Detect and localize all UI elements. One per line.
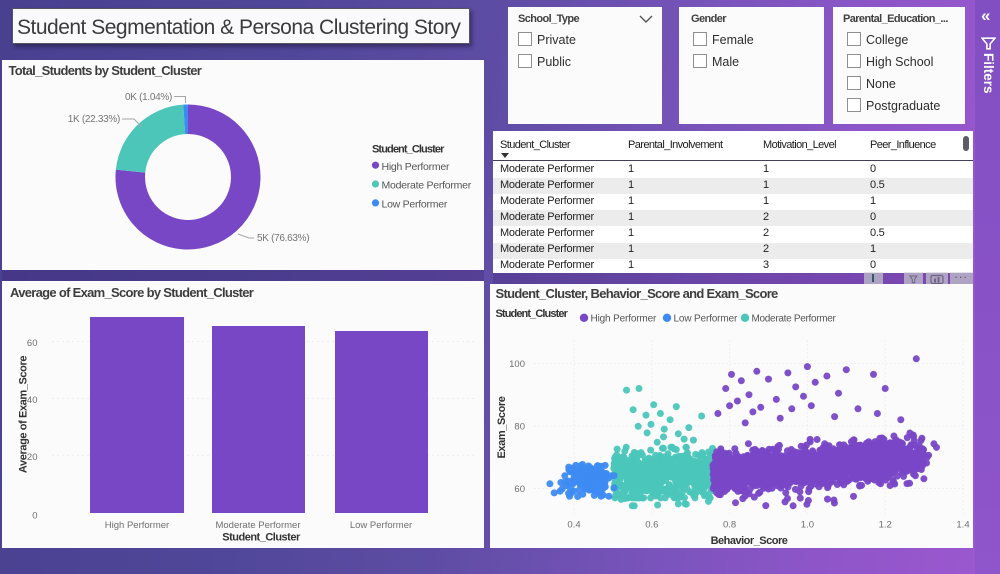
svg-text:Low Performer: Low Performer bbox=[674, 313, 738, 324]
svg-text:60: 60 bbox=[27, 338, 38, 349]
svg-text:1.4: 1.4 bbox=[956, 519, 969, 530]
svg-text:Student_Cluster: Student_Cluster bbox=[372, 144, 445, 156]
svg-text:Average of Exam_Score: Average of Exam_Score bbox=[18, 356, 30, 473]
svg-text:Exam_Score: Exam_Score bbox=[496, 396, 508, 458]
svg-text:Moderate Performer: Moderate Performer bbox=[382, 180, 472, 192]
svg-text:80: 80 bbox=[514, 421, 525, 432]
svg-text:1.0: 1.0 bbox=[801, 519, 814, 530]
svg-text:Low Performer: Low Performer bbox=[350, 520, 412, 531]
svg-text:0K (1.04%): 0K (1.04%) bbox=[125, 92, 172, 103]
svg-text:1K (22.33%): 1K (22.33%) bbox=[68, 114, 120, 125]
svg-text:Low Performer: Low Performer bbox=[382, 199, 448, 211]
svg-text:20: 20 bbox=[27, 452, 38, 463]
svg-text:60: 60 bbox=[514, 483, 525, 494]
svg-text:0.6: 0.6 bbox=[645, 519, 658, 530]
svg-text:5K (76.63%): 5K (76.63%) bbox=[257, 233, 309, 244]
svg-text:Behavior_Score: Behavior_Score bbox=[711, 535, 788, 547]
svg-text:0.8: 0.8 bbox=[723, 519, 736, 530]
svg-text:High Performer: High Performer bbox=[105, 520, 169, 531]
svg-text:Moderate Performer: Moderate Performer bbox=[752, 313, 837, 324]
svg-text:Moderate Performer: Moderate Performer bbox=[215, 520, 300, 531]
svg-text:1.2: 1.2 bbox=[879, 519, 892, 530]
svg-text:Student_Cluster: Student_Cluster bbox=[222, 532, 301, 544]
svg-text:High Performer: High Performer bbox=[591, 313, 658, 324]
svg-text:High Performer: High Performer bbox=[382, 161, 450, 173]
svg-text:100: 100 bbox=[509, 358, 525, 369]
svg-text:0: 0 bbox=[32, 511, 37, 522]
svg-text:40: 40 bbox=[27, 395, 38, 406]
svg-text:0.4: 0.4 bbox=[567, 519, 580, 530]
